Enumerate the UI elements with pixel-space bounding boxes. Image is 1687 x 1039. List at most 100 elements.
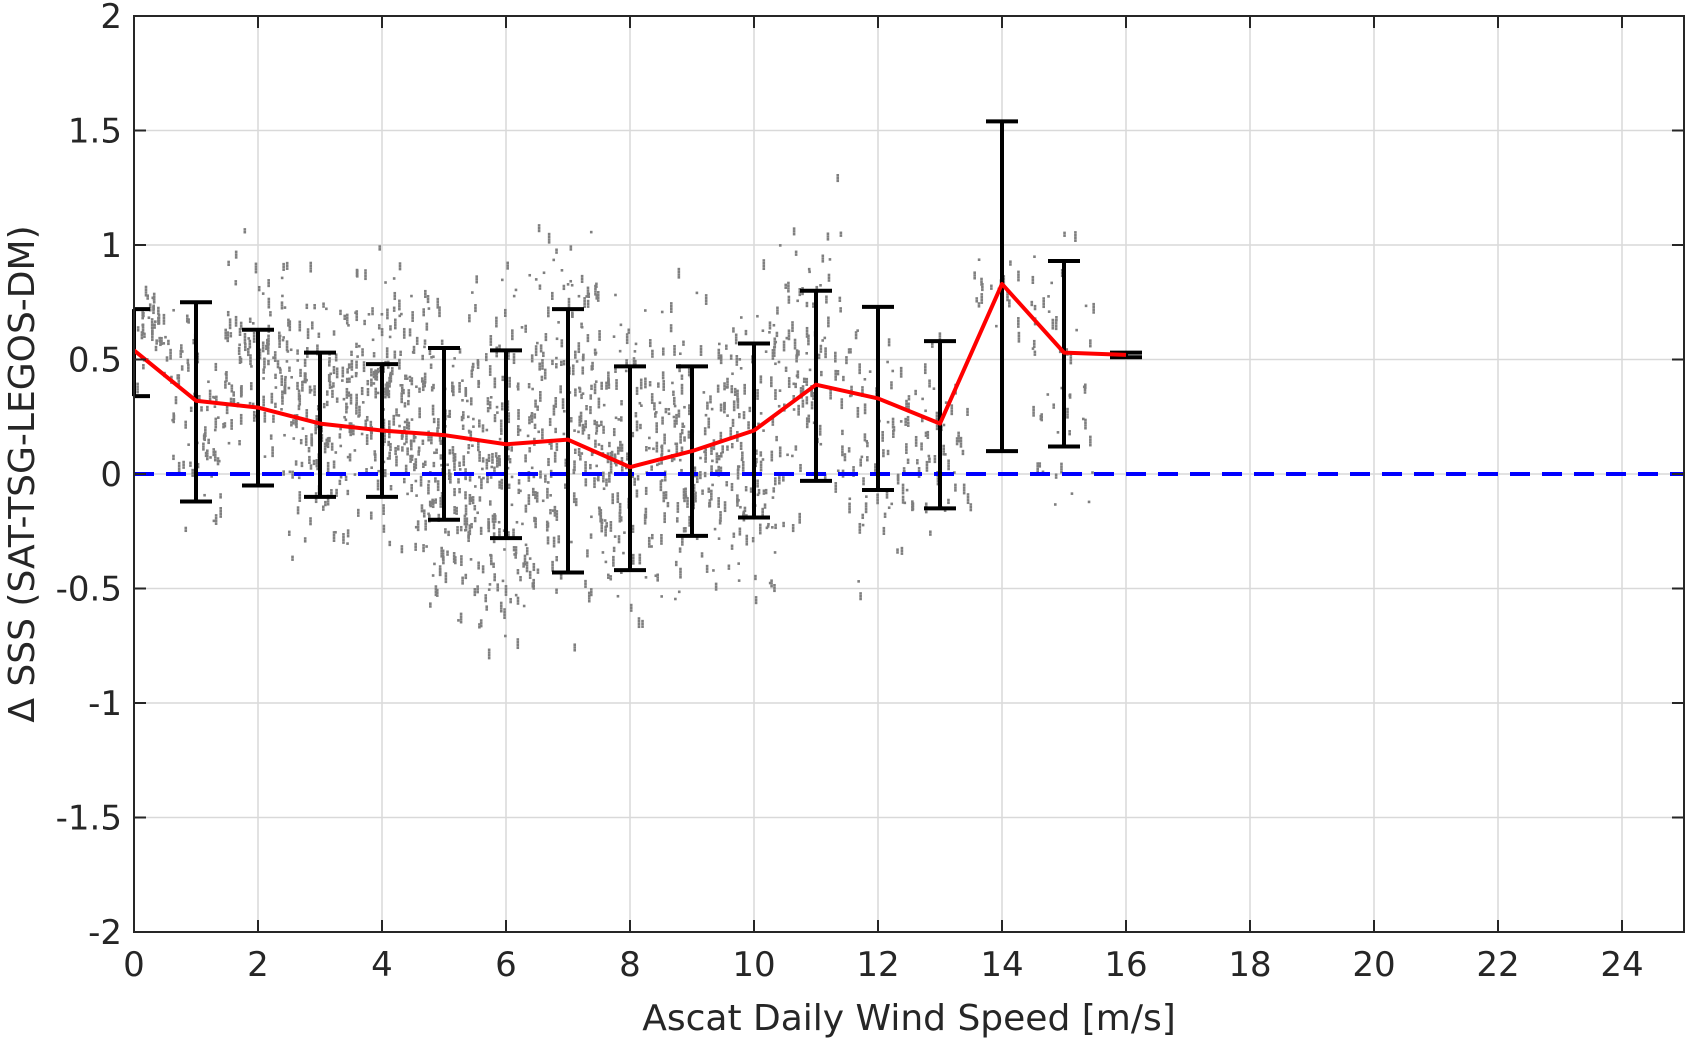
- scatter-point: [1092, 302, 1095, 306]
- scatter-point: [409, 447, 413, 451]
- scatter-point: [409, 454, 412, 458]
- scatter-point: [736, 501, 739, 504]
- scatter-point: [416, 525, 420, 529]
- scatter-point: [316, 425, 319, 429]
- scatter-point: [635, 428, 639, 432]
- scatter-point: [238, 330, 242, 334]
- scatter-point: [464, 496, 467, 500]
- scatter-point: [717, 351, 721, 355]
- scatter-point: [947, 498, 950, 502]
- scatter-point: [583, 305, 586, 308]
- scatter-point: [1081, 417, 1085, 421]
- scatter-point: [539, 473, 542, 476]
- scatter-point: [797, 404, 800, 408]
- scatter-point: [452, 560, 456, 563]
- scatter-point: [633, 477, 636, 481]
- scatter-point: [467, 444, 471, 447]
- scatter-point: [1031, 275, 1035, 279]
- scatter-point: [947, 464, 950, 468]
- scatter-point: [655, 422, 658, 425]
- scatter-point: [673, 425, 677, 428]
- scatter-point: [269, 313, 272, 317]
- scatter-point: [710, 449, 713, 453]
- scatter-point: [896, 473, 900, 477]
- scatter-point: [148, 306, 152, 309]
- scatter-point: [323, 447, 327, 451]
- scatter-point: [345, 410, 348, 414]
- scatter-point: [267, 300, 271, 304]
- scatter-point: [534, 520, 537, 523]
- scatter-point: [458, 464, 461, 467]
- scatter-point: [461, 379, 464, 382]
- scatter-point: [432, 386, 435, 390]
- scatter-point: [791, 529, 795, 533]
- scatter-point: [759, 454, 763, 457]
- scatter-point: [478, 422, 481, 425]
- scatter-point: [409, 457, 412, 461]
- scatter-point: [617, 540, 621, 544]
- scatter-point: [580, 274, 584, 278]
- scatter-point: [507, 457, 510, 461]
- scatter-point: [385, 347, 389, 350]
- scatter-point: [234, 318, 238, 322]
- scatter-point: [712, 447, 716, 451]
- scatter-point: [349, 399, 353, 402]
- scatter-point: [224, 328, 228, 332]
- scatter-point: [411, 316, 414, 320]
- scatter-point: [187, 366, 190, 370]
- scatter-point: [288, 325, 292, 329]
- scatter-point: [535, 500, 539, 503]
- scatter-point: [538, 362, 542, 366]
- scatter-point: [773, 589, 776, 593]
- scatter-point: [901, 501, 905, 504]
- scatter-point: [675, 416, 678, 420]
- scatter-point: [281, 399, 284, 403]
- scatter-point: [593, 485, 596, 489]
- scatter-point: [554, 399, 558, 403]
- scatter-point: [300, 464, 304, 468]
- scatter-point: [479, 622, 483, 625]
- scatter-point: [239, 419, 243, 423]
- scatter-point: [1055, 316, 1058, 319]
- scatter-point: [401, 446, 404, 449]
- scatter-point: [545, 523, 549, 527]
- scatter-point: [403, 442, 406, 446]
- scatter-point: [151, 329, 154, 333]
- scatter-point: [400, 312, 403, 316]
- scatter-point: [714, 582, 718, 586]
- scatter-point: [778, 449, 782, 452]
- scatter-point: [955, 437, 959, 440]
- scatter-point: [666, 504, 670, 508]
- scatter-point: [643, 513, 647, 517]
- scatter-point: [436, 306, 440, 309]
- scatter-point: [226, 336, 230, 340]
- scatter-point: [701, 489, 704, 493]
- scatter-point: [550, 294, 554, 298]
- scatter-point: [723, 385, 726, 388]
- scatter-point: [503, 314, 507, 318]
- scatter-point: [470, 525, 473, 529]
- scatter-point: [328, 378, 331, 381]
- scatter-point: [511, 332, 514, 335]
- scatter-point: [489, 562, 493, 566]
- scatter-point: [328, 436, 331, 440]
- scatter-point: [661, 416, 664, 420]
- scatter-point: [400, 395, 404, 398]
- scatter-point: [402, 327, 406, 331]
- scatter-point: [314, 423, 318, 427]
- scatter-point: [594, 442, 597, 446]
- scatter-point: [703, 427, 707, 430]
- scatter-point: [372, 370, 376, 374]
- scatter-point: [736, 389, 739, 393]
- scatter-point: [607, 573, 610, 577]
- scatter-point: [476, 588, 479, 591]
- scatter-point: [266, 344, 269, 347]
- scatter-point: [586, 292, 590, 295]
- scatter-point: [742, 411, 746, 414]
- scatter-point: [291, 555, 294, 559]
- scatter-point: [427, 486, 430, 489]
- scatter-point: [923, 363, 927, 366]
- scatter-point: [204, 428, 207, 432]
- scatter-point: [593, 383, 597, 386]
- scatter-point: [184, 420, 187, 424]
